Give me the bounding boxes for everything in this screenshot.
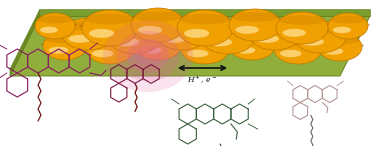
Ellipse shape	[227, 41, 277, 48]
Ellipse shape	[82, 10, 138, 46]
Ellipse shape	[181, 34, 229, 64]
Ellipse shape	[48, 47, 68, 54]
Ellipse shape	[128, 19, 188, 27]
Ellipse shape	[37, 16, 73, 23]
Ellipse shape	[86, 34, 134, 64]
Ellipse shape	[294, 21, 346, 53]
Ellipse shape	[198, 32, 258, 39]
Ellipse shape	[276, 12, 328, 44]
Ellipse shape	[156, 18, 208, 50]
Ellipse shape	[291, 32, 349, 39]
Ellipse shape	[232, 12, 279, 22]
Ellipse shape	[324, 48, 343, 55]
Ellipse shape	[201, 20, 255, 54]
Ellipse shape	[235, 47, 256, 54]
Ellipse shape	[108, 20, 162, 54]
Ellipse shape	[280, 50, 302, 57]
Ellipse shape	[65, 21, 112, 31]
Ellipse shape	[316, 42, 364, 49]
Ellipse shape	[134, 11, 182, 22]
Ellipse shape	[174, 22, 236, 30]
Ellipse shape	[252, 21, 298, 31]
Ellipse shape	[326, 22, 370, 28]
Ellipse shape	[116, 31, 180, 81]
Ellipse shape	[141, 47, 161, 54]
Ellipse shape	[138, 26, 162, 34]
Ellipse shape	[137, 35, 179, 43]
Ellipse shape	[208, 38, 232, 46]
Ellipse shape	[79, 22, 141, 30]
Ellipse shape	[178, 44, 231, 51]
Ellipse shape	[33, 22, 77, 28]
Ellipse shape	[229, 32, 275, 60]
Ellipse shape	[183, 37, 226, 46]
Ellipse shape	[127, 39, 169, 73]
Ellipse shape	[204, 23, 252, 34]
Ellipse shape	[133, 41, 183, 48]
Ellipse shape	[68, 35, 92, 43]
Ellipse shape	[89, 29, 114, 38]
Polygon shape	[40, 9, 370, 16]
Ellipse shape	[177, 10, 233, 46]
Ellipse shape	[320, 36, 360, 44]
Polygon shape	[10, 16, 370, 76]
Ellipse shape	[84, 44, 136, 51]
Ellipse shape	[40, 27, 58, 33]
Ellipse shape	[249, 18, 301, 50]
Ellipse shape	[105, 32, 165, 39]
Ellipse shape	[328, 13, 368, 39]
Ellipse shape	[274, 34, 322, 64]
Ellipse shape	[279, 15, 325, 25]
Ellipse shape	[115, 38, 139, 46]
Ellipse shape	[131, 8, 185, 42]
Ellipse shape	[226, 20, 284, 27]
Ellipse shape	[163, 35, 186, 43]
Ellipse shape	[180, 14, 230, 24]
Ellipse shape	[330, 16, 366, 23]
Ellipse shape	[229, 9, 281, 41]
Ellipse shape	[159, 21, 205, 31]
Ellipse shape	[35, 13, 75, 39]
Ellipse shape	[184, 29, 209, 38]
Ellipse shape	[231, 35, 273, 43]
Ellipse shape	[187, 50, 209, 57]
Ellipse shape	[135, 32, 181, 60]
Ellipse shape	[333, 27, 351, 33]
Ellipse shape	[103, 20, 193, 92]
Text: H$^+$, e$^-$: H$^+$, e$^-$	[187, 74, 217, 86]
Ellipse shape	[88, 37, 132, 46]
Ellipse shape	[301, 38, 324, 46]
Ellipse shape	[272, 44, 324, 51]
Ellipse shape	[43, 32, 87, 60]
Ellipse shape	[45, 35, 85, 43]
Ellipse shape	[235, 26, 259, 34]
Ellipse shape	[246, 29, 304, 36]
Ellipse shape	[256, 35, 279, 43]
Ellipse shape	[111, 23, 159, 34]
Ellipse shape	[153, 29, 211, 36]
Ellipse shape	[297, 24, 343, 34]
Ellipse shape	[59, 29, 116, 36]
Ellipse shape	[273, 23, 331, 30]
Ellipse shape	[41, 41, 89, 48]
Ellipse shape	[92, 50, 114, 57]
Ellipse shape	[85, 14, 135, 24]
Ellipse shape	[282, 29, 306, 37]
Polygon shape	[10, 9, 40, 76]
Ellipse shape	[135, 45, 161, 67]
Ellipse shape	[318, 33, 362, 61]
Ellipse shape	[276, 37, 320, 46]
Ellipse shape	[62, 18, 114, 50]
